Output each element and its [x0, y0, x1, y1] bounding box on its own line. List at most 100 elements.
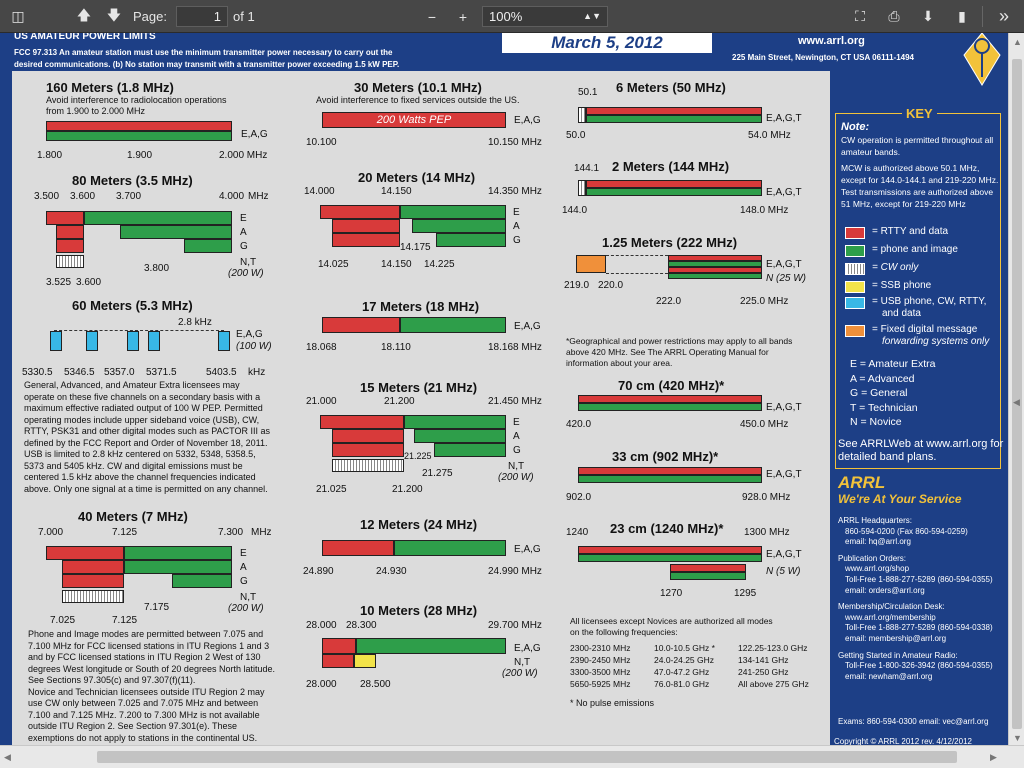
scroll-left-icon[interactable]: ◀ [4, 752, 11, 762]
band-80m-nt-label: N,T [240, 257, 257, 268]
freq-intro: All licensees except Novices are authori… [570, 616, 773, 626]
band-12m-tick-1: 24.890 [303, 566, 334, 577]
page-label: Page: [133, 9, 167, 24]
print-icon[interactable]: ⎙ [888, 8, 900, 24]
band-15m-a-data [332, 429, 404, 443]
contact-line: email: membership@arrl.org [845, 634, 947, 643]
contact-line: email: hq@arrl.org [845, 537, 911, 547]
fullscreen-icon[interactable]: ⛶ [855, 8, 865, 24]
band-80m-a-phone [120, 225, 232, 239]
band-125m-tick-2: 220.0 [598, 280, 624, 291]
band-23cm-phone [578, 554, 762, 562]
band-160m-note-1: Avoid interference to radiolocation oper… [46, 95, 227, 105]
band-60m-tick-3: 5357.0 [104, 367, 135, 378]
scroll-up-icon[interactable]: ▲ [1013, 37, 1022, 47]
page-total: of 1 [233, 9, 255, 24]
band-40m-e-phone [124, 546, 232, 560]
band-125m-phone-1 [668, 261, 762, 267]
band-80m-tick-1: 3.500 [34, 191, 60, 202]
next-page-icon[interactable]: 🡇 [106, 6, 122, 23]
band-60m-unit: kHz [248, 367, 266, 378]
band-60m-channel-3 [127, 331, 139, 351]
key-item-label: = USB phone, CW, RTTY, [872, 296, 987, 307]
band-80m-200w: (200 W) [228, 268, 264, 279]
horizontal-scrollbar[interactable]: ◀ ▶ [0, 745, 1024, 768]
key-swatch-cyan [845, 297, 865, 309]
zoom-out-icon[interactable]: − [427, 8, 437, 25]
band-70cm-title: 70 cm (420 MHz)* [618, 378, 725, 393]
band-15m-title: 15 Meters (21 MHz) [360, 380, 478, 395]
previous-page-icon[interactable]: 🡅 [76, 6, 92, 23]
band-23cm-tick-1: 1270 [660, 588, 683, 599]
band-70cm-tick-2: 450.0 MHz [740, 419, 789, 430]
b60text-line: centered 1.5 kHz above the channel frequ… [24, 472, 256, 482]
band-60m-channel-5 [218, 331, 230, 351]
band-6m-title: 6 Meters (50 MHz) [616, 80, 726, 95]
keynotes-line: amateur bands. [841, 147, 901, 157]
copyright: Copyright © ARRL 2012 rev. 4/12/2012 [834, 737, 972, 745]
band-60m-tick-4: 5371.5 [146, 367, 177, 378]
vertical-scrollbar[interactable]: ▲ ◀ ▼ [1008, 33, 1024, 745]
band-15m-g-data [332, 443, 404, 457]
band-30m-note: Avoid interference to fixed services out… [316, 95, 520, 105]
band-80m-bottom-2: 3.600 [76, 277, 102, 288]
band-40m-title: 40 Meters (7 MHz) [78, 509, 188, 524]
band-2m-tick-2: 148.0 MHz [740, 205, 789, 216]
zoom-select[interactable]: 100% ▲▼ [482, 6, 608, 27]
more-tools-icon[interactable]: » [998, 6, 1009, 26]
sidebar-toggle-icon[interactable]: ◫ [11, 8, 25, 24]
contact-line: email: newham@arrl.org [845, 671, 933, 681]
download-icon[interactable]: ⬇ [922, 8, 934, 24]
band-30m-licenses: E,A,G [514, 115, 541, 126]
horizontal-scroll-thumb[interactable] [97, 751, 957, 763]
band-60m-title: 60 Meters (5.3 MHz) [72, 298, 193, 313]
band-23cm-data [578, 546, 762, 554]
band-60m-channel-4 [148, 331, 160, 351]
geonote-line: above 420 MHz. See The ARRL Operating Ma… [566, 347, 769, 357]
date-box: March 5, 2012 [500, 33, 714, 55]
band-12m-phone [394, 540, 506, 556]
see-arrlweb-2: detailed band plans. [838, 451, 937, 463]
band-12m-title: 12 Meters (24 MHz) [360, 517, 478, 532]
freq-cell: 3300-3500 MHz [570, 667, 631, 677]
band-33cm-data [578, 467, 762, 475]
freq-cell: 47.0-47.2 GHz [654, 667, 710, 677]
scroll-down-icon[interactable]: ▼ [1013, 733, 1022, 743]
band-10m-licenses: E,A,G [514, 643, 541, 654]
contact-line: Toll-Free 1-888-277-5289 (860-594-0355) [845, 575, 993, 584]
band-12m-licenses: E,A,G [514, 544, 541, 555]
doc-title: US AMATEUR POWER LIMITS [14, 33, 156, 42]
band-33cm-tick-2: 928.0 MHz [742, 492, 791, 503]
band-17m-tick-3: 18.168 MHz [488, 342, 542, 353]
band-30m-bar: 200 Watts PEP [322, 112, 506, 128]
zoom-in-icon[interactable]: + [458, 8, 468, 25]
band-40m-nt-label: N,T [240, 592, 257, 603]
band-40m-tick-3: 7.300 [218, 527, 244, 538]
band-60m-tick-1: 5330.5 [22, 367, 53, 378]
b40text-line: degrees West longitude or South of 20 de… [28, 663, 275, 674]
key-item-label: = Fixed digital message [872, 324, 978, 335]
b60text-line: General, Advanced, and Amateur Extra lic… [24, 380, 240, 390]
band-20m-bottom-1: 14.025 [318, 259, 349, 270]
band-40m-tick-1: 7.000 [38, 527, 64, 538]
band-20m-g-label: G [513, 235, 521, 246]
b40text-line: Novice and Technician licensees outside … [28, 686, 265, 697]
band-10m-bottom-2: 28.500 [360, 679, 391, 690]
page-number-input[interactable] [176, 6, 228, 27]
band-2m-phone [586, 188, 762, 196]
scroll-marker-icon: ◀ [1013, 397, 1020, 407]
band-6m-tick-0: 50.1 [578, 87, 598, 98]
band-60m-channel-1 [50, 331, 62, 351]
b60text-line: defined by the FCC Report and Order of N… [24, 437, 268, 448]
band-15m-nt-label: N,T [508, 461, 525, 472]
key-swatch-orange [845, 325, 865, 337]
vertical-scroll-thumb[interactable] [1012, 59, 1022, 729]
band-33cm-title: 33 cm (902 MHz)* [612, 449, 719, 464]
band-60m-dash [54, 330, 224, 331]
contact-line: Getting Started in Amateur Radio: [838, 650, 958, 660]
band-23cm-title: 23 cm (1240 MHz)* [610, 521, 724, 536]
keylic-line: A = Advanced [850, 372, 915, 385]
bookmark-icon[interactable]: ▮ [958, 8, 966, 24]
scroll-right-icon[interactable]: ▶ [990, 752, 997, 762]
band-15m-a-label: A [513, 431, 520, 442]
